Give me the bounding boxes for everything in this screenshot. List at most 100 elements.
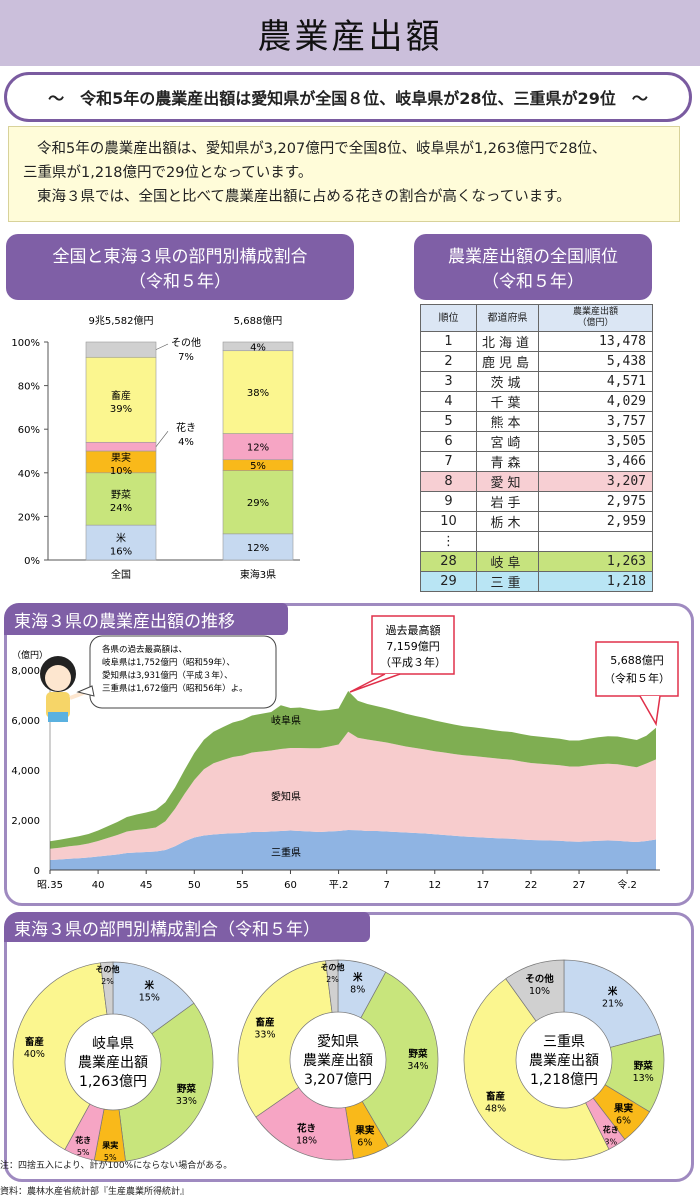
header-prefecture: 都道府県 bbox=[476, 304, 539, 332]
donut-slice-name: 米 bbox=[144, 980, 155, 992]
bar-value-label: 29% bbox=[247, 498, 269, 509]
ranking-amount-cell: 2,975 bbox=[538, 491, 653, 512]
ranking-rank-cell: 4 bbox=[420, 391, 477, 412]
ranking-rank-cell: ⋮ bbox=[420, 531, 477, 552]
ranking-rank-cell: 28 bbox=[420, 550, 477, 572]
ranking-row: 9 岩手 2,975 bbox=[420, 491, 653, 512]
bar-series-name: 花き bbox=[176, 421, 196, 434]
ranking-rank-cell: 10 bbox=[420, 511, 477, 532]
ranking-amount-cell: 4,571 bbox=[538, 371, 653, 392]
peak-callout-box bbox=[371, 615, 455, 675]
area-y-tick-label: 6,000 bbox=[11, 716, 40, 727]
donut-slice-name: 畜産 bbox=[25, 1036, 45, 1048]
area-series-三重県 bbox=[50, 830, 656, 870]
bar-value-label: 24% bbox=[110, 503, 132, 514]
donut-center-text: 三重県 bbox=[543, 1034, 585, 1050]
trend-area-chart: （億円） 0 2,000 4,000 6,000 8,000 昭.35 40 45 50 55 60 平… bbox=[11, 615, 679, 891]
bar-segment bbox=[85, 524, 157, 561]
peak-callout-text: （平成３年） bbox=[380, 655, 446, 669]
donut-center-text: 1,263億円 bbox=[79, 1074, 147, 1090]
bar-segment bbox=[222, 533, 294, 561]
ranking-row: ⋮ bbox=[420, 531, 653, 552]
bar-segment bbox=[85, 341, 157, 358]
bar-value-label: 38% bbox=[247, 388, 269, 399]
donut-slice-label: 2% bbox=[326, 975, 339, 984]
section3-header: 東海３県の農業産出額の推移 bbox=[4, 603, 288, 635]
donut-slice-label: 13% bbox=[633, 1073, 654, 1084]
donut-slice bbox=[360, 971, 439, 1147]
bar-series-name: 野菜 bbox=[111, 489, 131, 501]
bar-y-tick-label: 100% bbox=[11, 338, 40, 349]
section1-title: 全国と東海３県の部門別構成割合 bbox=[52, 247, 308, 267]
ranking-row: 2 鹿児島 5,438 bbox=[420, 351, 653, 372]
donut-slice bbox=[325, 959, 339, 1013]
area-x-tick-label: 17 bbox=[476, 880, 489, 891]
area-series-岐阜県 bbox=[50, 691, 656, 849]
donut-slice-label: 5% bbox=[77, 1148, 90, 1157]
ranking-row: 29 三重 1,218 bbox=[420, 570, 653, 592]
donut-slice-name: 野菜 bbox=[408, 1048, 428, 1060]
donut-slice-label: 33% bbox=[254, 1029, 275, 1040]
donut-slice-name: 米 bbox=[607, 985, 618, 997]
title-bar: 農業産出額 bbox=[0, 0, 700, 66]
section2-subtitle: （令和５年） bbox=[482, 272, 584, 292]
area-x-tick-label: 55 bbox=[236, 880, 249, 891]
donut-slice bbox=[100, 961, 114, 1015]
donut-slice-label: 40% bbox=[24, 1049, 45, 1060]
section1-header: 全国と東海３県の部門別構成割合 （令和５年） bbox=[6, 234, 354, 300]
ranking-amount-cell: 1,218 bbox=[538, 570, 653, 592]
ranking-table: 順位 都道府県 農業産出額 （億円） 1 北海道 13,478 2 鹿児島 5,438 3 茨… bbox=[420, 304, 653, 592]
bar-total-label: 9兆5,582億円 bbox=[89, 314, 154, 327]
donut-slice-label: 2% bbox=[101, 977, 114, 986]
donut-slice bbox=[118, 1002, 214, 1162]
bar-value-label: 10% bbox=[110, 466, 132, 477]
area-x-tick-label: 60 bbox=[284, 880, 297, 891]
donut-slice-name: 畜産 bbox=[486, 1090, 506, 1102]
summary-line-1: 令和5年の農業産出額は、愛知県が3,207億円で全国8位、岐阜県が1,263億円… bbox=[37, 141, 607, 157]
donut-slice-name: その他 bbox=[321, 962, 345, 972]
area-series-label: 愛知県 bbox=[271, 790, 301, 803]
donut-slice-label: 6% bbox=[357, 1137, 372, 1148]
footer-note: 注：四捨五入により、計が100%にならない場合がある。 bbox=[0, 1161, 233, 1171]
bar-category-label: 東海3県 bbox=[240, 568, 276, 581]
trend-panel bbox=[4, 603, 694, 906]
bar-y-tick-label: 40% bbox=[18, 469, 40, 480]
area-series-label: 三重県 bbox=[271, 846, 301, 859]
area-x-tick-label: 40 bbox=[92, 880, 105, 891]
ranking-row: 3 茨城 4,571 bbox=[420, 371, 653, 392]
peak-callout-text: 7,159億円 bbox=[386, 640, 440, 653]
bar-value-label: 16% bbox=[110, 547, 132, 558]
ranking-prefecture-cell: 茨城 bbox=[476, 371, 539, 392]
area-x-tick-label: 7 bbox=[383, 880, 389, 891]
bar-segment bbox=[222, 350, 294, 434]
ranking-amount-cell: 2,959 bbox=[538, 511, 653, 532]
bar-value-label: 12% bbox=[247, 543, 269, 554]
ranking-prefecture-cell: 岩手 bbox=[476, 491, 539, 512]
donut-hole bbox=[517, 1013, 611, 1107]
area-x-tick-label: 45 bbox=[140, 880, 153, 891]
area-x-tick-label: 50 bbox=[188, 880, 201, 891]
bar-series-name: その他 bbox=[171, 336, 201, 349]
latest-callout-box bbox=[595, 641, 679, 697]
ranking-prefecture-cell: 岐阜 bbox=[476, 550, 539, 572]
area-y-tick-label: 8,000 bbox=[11, 666, 40, 677]
ranking-rank-cell: 8 bbox=[420, 471, 477, 492]
bar-series-name: 畜産 bbox=[111, 389, 131, 402]
area-y-tick-label: 4,000 bbox=[11, 766, 40, 777]
subtitle-box: 〜 令和5年の農業産出額は愛知県が全国８位、岐阜県が28位、三重県が29位 〜 bbox=[4, 72, 692, 122]
donut-slice-label: 8% bbox=[350, 984, 365, 995]
donut-center-text: 農業産出額 bbox=[529, 1053, 599, 1069]
summary-line-2: 三重県が1,218億円で29位となっています。 bbox=[23, 165, 313, 181]
ranking-amount-cell: 1,263 bbox=[538, 550, 653, 572]
speech-bubble-text: 三重県は1,672億円（昭和56年）よ。 bbox=[102, 683, 248, 694]
page-title: 農業産出額 bbox=[257, 16, 443, 57]
section4-title: 東海３県の部門別構成割合（令和５年） bbox=[14, 919, 320, 940]
ranking-row: 8 愛知 3,207 bbox=[420, 471, 653, 492]
speech-bubble-text: 愛知県は3,931億円（平成３年）、 bbox=[102, 670, 233, 681]
character-face bbox=[45, 665, 71, 691]
donut-slice-name: 野菜 bbox=[634, 1060, 654, 1072]
donut-slice-name: 花き bbox=[75, 1135, 91, 1145]
ranking-amount-cell: 3,505 bbox=[538, 431, 653, 452]
ranking-prefecture-cell: 青森 bbox=[476, 451, 539, 472]
donut-slice-name: その他 bbox=[525, 973, 554, 985]
